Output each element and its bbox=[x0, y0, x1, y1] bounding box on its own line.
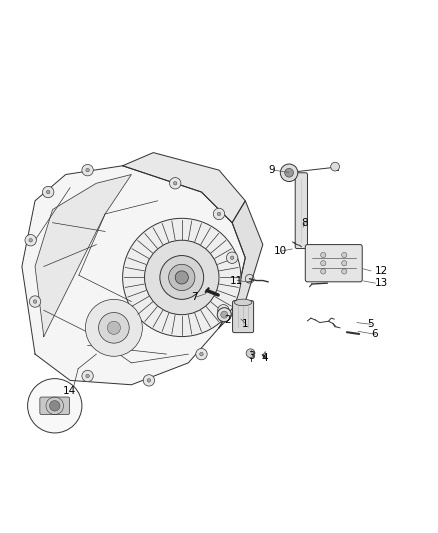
Circle shape bbox=[86, 168, 89, 172]
Text: 9: 9 bbox=[268, 165, 275, 175]
Circle shape bbox=[331, 162, 339, 171]
Circle shape bbox=[218, 304, 229, 316]
Circle shape bbox=[147, 378, 151, 382]
Circle shape bbox=[99, 312, 129, 343]
Circle shape bbox=[82, 165, 93, 176]
Circle shape bbox=[246, 349, 255, 358]
FancyBboxPatch shape bbox=[305, 245, 362, 282]
Text: 4: 4 bbox=[261, 353, 268, 364]
Circle shape bbox=[46, 190, 50, 194]
Circle shape bbox=[170, 177, 181, 189]
Text: 10: 10 bbox=[274, 246, 287, 256]
Circle shape bbox=[29, 238, 32, 242]
Circle shape bbox=[173, 182, 177, 185]
Text: 11: 11 bbox=[230, 276, 243, 286]
Ellipse shape bbox=[234, 299, 252, 306]
Circle shape bbox=[107, 321, 120, 334]
Text: 14: 14 bbox=[63, 386, 76, 397]
Circle shape bbox=[221, 311, 228, 318]
Circle shape bbox=[321, 261, 326, 266]
Circle shape bbox=[143, 375, 155, 386]
Circle shape bbox=[85, 300, 142, 356]
Circle shape bbox=[342, 261, 347, 266]
Polygon shape bbox=[35, 174, 131, 336]
Polygon shape bbox=[22, 166, 245, 385]
Circle shape bbox=[28, 378, 82, 433]
FancyBboxPatch shape bbox=[233, 301, 254, 333]
Circle shape bbox=[160, 255, 204, 300]
Circle shape bbox=[29, 296, 41, 307]
Text: 6: 6 bbox=[371, 329, 378, 340]
Text: 8: 8 bbox=[301, 217, 308, 228]
Circle shape bbox=[321, 252, 326, 257]
Circle shape bbox=[321, 269, 326, 274]
Circle shape bbox=[123, 219, 241, 336]
Polygon shape bbox=[219, 201, 263, 328]
Text: 5: 5 bbox=[367, 319, 374, 329]
Circle shape bbox=[169, 264, 195, 290]
Circle shape bbox=[145, 240, 219, 314]
Text: 2: 2 bbox=[224, 315, 231, 325]
Circle shape bbox=[200, 352, 203, 356]
Circle shape bbox=[82, 370, 93, 382]
Polygon shape bbox=[123, 152, 245, 223]
Text: 1: 1 bbox=[242, 319, 249, 329]
Circle shape bbox=[213, 208, 225, 220]
FancyBboxPatch shape bbox=[40, 397, 70, 415]
Circle shape bbox=[230, 256, 234, 260]
Circle shape bbox=[196, 349, 207, 360]
Circle shape bbox=[222, 309, 225, 312]
Circle shape bbox=[175, 271, 188, 284]
Text: 3: 3 bbox=[248, 351, 255, 361]
Text: 7: 7 bbox=[191, 292, 198, 302]
Circle shape bbox=[49, 400, 60, 411]
Text: 13: 13 bbox=[374, 278, 388, 288]
Circle shape bbox=[86, 374, 89, 378]
Text: 12: 12 bbox=[374, 266, 388, 276]
Circle shape bbox=[280, 164, 298, 182]
Circle shape bbox=[342, 269, 347, 274]
Circle shape bbox=[217, 308, 231, 322]
Circle shape bbox=[42, 187, 54, 198]
Circle shape bbox=[217, 212, 221, 216]
FancyBboxPatch shape bbox=[295, 173, 307, 248]
Circle shape bbox=[342, 252, 347, 257]
Circle shape bbox=[285, 168, 293, 177]
Circle shape bbox=[226, 252, 238, 263]
Circle shape bbox=[25, 235, 36, 246]
Circle shape bbox=[33, 300, 37, 303]
